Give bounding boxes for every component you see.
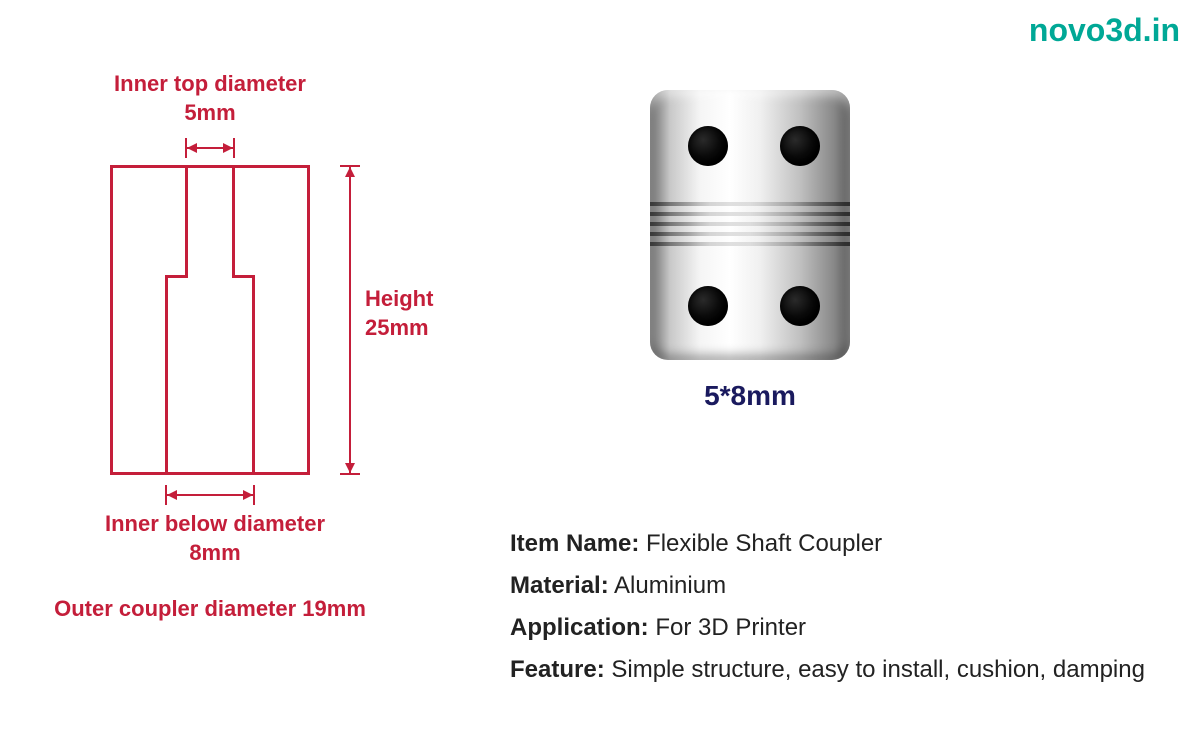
label-inner-below: Inner below diameter 8mm bbox=[85, 510, 345, 567]
arrow-inner-below bbox=[165, 485, 255, 505]
bore-top-left bbox=[185, 165, 188, 275]
arrow-inner-top bbox=[185, 138, 235, 158]
dimension-diagram: Inner top diameter 5mm Height 25mm Inner… bbox=[30, 60, 470, 680]
bore-top-right bbox=[232, 165, 235, 275]
watermark-brand: novo3d.in bbox=[1029, 12, 1180, 49]
label-inner-below-line1: Inner below diameter bbox=[105, 511, 325, 536]
bore-bottom-left bbox=[165, 275, 168, 475]
bore-bottom-right bbox=[252, 275, 255, 475]
label-outer-diameter: Outer coupler diameter 19mm bbox=[30, 595, 390, 624]
screw-hole-bl bbox=[688, 286, 728, 326]
coupler-body bbox=[650, 90, 850, 360]
spiral-cut-2 bbox=[650, 212, 850, 216]
spec-row-feature: Feature: Simple structure, easy to insta… bbox=[510, 656, 1190, 684]
spec-row-item-name: Item Name: Flexible Shaft Coupler bbox=[510, 530, 1190, 558]
label-height-line2: 25mm bbox=[365, 315, 429, 340]
spec-key: Material: bbox=[510, 572, 609, 599]
spec-row-material: Material: Aluminium bbox=[510, 572, 1190, 600]
bore-step-left bbox=[165, 275, 188, 278]
coupler-size-label: 5*8mm bbox=[630, 380, 870, 412]
spec-key: Feature: bbox=[510, 656, 605, 683]
outer-rectangle bbox=[110, 165, 310, 475]
label-inner-below-line2: 8mm bbox=[189, 540, 240, 565]
spec-value: Simple structure, easy to install, cushi… bbox=[611, 656, 1145, 683]
screw-hole-br bbox=[780, 286, 820, 326]
label-outer-text: Outer coupler diameter 19mm bbox=[54, 596, 366, 621]
spec-value: For 3D Printer bbox=[655, 614, 806, 641]
spec-value: Aluminium bbox=[614, 572, 726, 599]
spiral-cut-4 bbox=[650, 232, 850, 236]
spiral-cut-1 bbox=[650, 202, 850, 206]
spiral-cut-3 bbox=[650, 222, 850, 226]
label-inner-top: Inner top diameter 5mm bbox=[110, 70, 310, 127]
screw-hole-tr bbox=[780, 126, 820, 166]
spec-key: Application: bbox=[510, 614, 649, 641]
arrow-height bbox=[340, 165, 360, 475]
spec-row-application: Application: For 3D Printer bbox=[510, 614, 1190, 642]
screw-hole-tl bbox=[688, 126, 728, 166]
label-inner-top-line1: Inner top diameter bbox=[114, 71, 306, 96]
label-height-line1: Height bbox=[365, 286, 433, 311]
spec-value: Flexible Shaft Coupler bbox=[646, 530, 882, 557]
coupler-render: 5*8mm bbox=[630, 80, 870, 440]
spec-key: Item Name: bbox=[510, 530, 639, 557]
spiral-cut-5 bbox=[650, 242, 850, 246]
label-inner-top-line2: 5mm bbox=[184, 100, 235, 125]
label-height: Height 25mm bbox=[365, 285, 465, 342]
spec-list: Item Name: Flexible Shaft Coupler Materi… bbox=[510, 530, 1190, 698]
